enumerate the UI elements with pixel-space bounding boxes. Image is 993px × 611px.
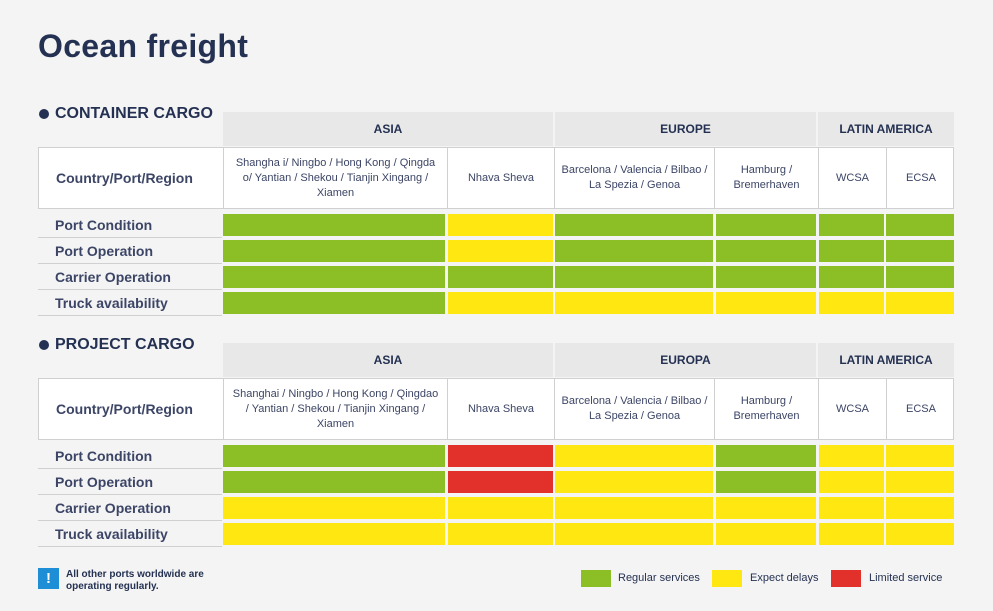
table-row: Port Operation [38,238,954,264]
column-header: ECSA [886,379,955,439]
status-cell-yellow [223,497,445,519]
status-cell-green [555,214,713,236]
status-cell-yellow [716,497,816,519]
status-cell-green [819,214,884,236]
footer-note: All other ports worldwide are operating … [66,569,204,592]
region-header-latin-america: LATIN AMERICA [818,343,954,377]
status-cell-yellow [716,523,816,545]
table-row: Carrier Operation [38,495,954,521]
status-cell-yellow [886,471,954,493]
status-cell-green [223,266,445,288]
region-header-latin-america: LATIN AMERICA [818,112,954,146]
status-cell-red [448,445,553,467]
status-cell-yellow [555,445,713,467]
status-cell-yellow [223,523,445,545]
status-cell-yellow [819,471,884,493]
column-header: WCSA [818,148,886,208]
status-cell-green [819,266,884,288]
row-label: Truck availability [38,521,222,547]
status-cell-yellow [555,523,713,545]
row-label: Carrier Operation [38,264,222,290]
column-header: Hamburg / Bremerhaven [714,148,818,208]
column-header: ECSA [886,148,955,208]
status-cell-yellow [819,445,884,467]
column-header: Barcelona / Valencia / Bilbao / La Spezi… [554,148,714,208]
status-cell-green [716,266,816,288]
status-cell-yellow [448,240,553,262]
page-title: Ocean freight [38,28,249,64]
row-header-label: Country/Port/Region [56,401,193,417]
region-header-asia: ASIA [223,343,553,377]
status-cell-green [223,471,445,493]
status-cell-green [716,240,816,262]
region-header-asia: ASIA [223,112,553,146]
status-cell-yellow [555,471,713,493]
status-cell-yellow [819,497,884,519]
column-header: Shanghai / Ningbo / Hong Kong / Qingdao … [223,379,447,439]
legend-label: Expect delays [750,572,819,584]
column-header-row: Country/Port/Region Shanghai / Ningbo / … [38,378,954,440]
status-cell-green [223,292,445,314]
column-header: Shangha i/ Ningbo / Hong Kong / Qingda o… [223,148,447,208]
status-cell-yellow [448,497,553,519]
status-cell-yellow [555,497,713,519]
column-header: Barcelona / Valencia / Bilbao / La Spezi… [554,379,714,439]
status-cell-green [223,445,445,467]
status-cell-green [886,266,954,288]
legend-swatch-regular [581,570,611,587]
row-label: Port Operation [38,469,222,495]
bullet-icon [39,109,49,119]
status-cell-green [716,214,816,236]
region-header-europe: EUROPE [555,112,816,146]
legend-label: Limited service [869,572,943,584]
table-row: Port Operation [38,469,954,495]
table-row: Port Condition [38,443,954,469]
status-cell-green [223,214,445,236]
row-header-label: Country/Port/Region [56,170,193,186]
table-row: Truck availability [38,290,954,316]
status-cell-green [886,214,954,236]
table-row: Truck availability [38,521,954,547]
status-cell-green [716,445,816,467]
legend-swatch-delays [712,570,742,587]
row-label: Port Condition [38,443,222,469]
column-header: Hamburg / Bremerhaven [714,379,818,439]
status-cell-yellow [819,523,884,545]
status-cell-green [716,471,816,493]
exclamation-icon: ! [38,568,59,589]
row-label: Carrier Operation [38,495,222,521]
table-row: Carrier Operation [38,264,954,290]
column-header: Nhava Sheva [447,379,554,439]
status-cell-green [819,240,884,262]
status-cell-yellow [886,497,954,519]
legend-swatch-limited [831,570,861,587]
status-cell-green [223,240,445,262]
status-cell-yellow [886,523,954,545]
table-row: Port Condition [38,212,954,238]
status-cell-green [886,240,954,262]
status-cell-yellow [448,523,553,545]
status-cell-yellow [819,292,884,314]
column-header-row: Country/Port/Region Shangha i/ Ningbo / … [38,147,954,209]
status-cell-yellow [448,214,553,236]
status-cell-yellow [555,292,713,314]
bullet-icon [39,340,49,350]
status-cell-green [555,266,713,288]
legend-label: Regular services [618,572,700,584]
region-header-europa: EUROPA [555,343,816,377]
status-cell-red [448,471,553,493]
status-cell-yellow [716,292,816,314]
status-cell-green [448,266,553,288]
row-label: Truck availability [38,290,222,316]
status-cell-yellow [886,292,954,314]
status-cell-yellow [448,292,553,314]
row-label: Port Condition [38,212,222,238]
column-header: Nhava Sheva [447,148,554,208]
row-label: Port Operation [38,238,222,264]
status-cell-yellow [886,445,954,467]
column-header: WCSA [818,379,886,439]
status-cell-green [555,240,713,262]
